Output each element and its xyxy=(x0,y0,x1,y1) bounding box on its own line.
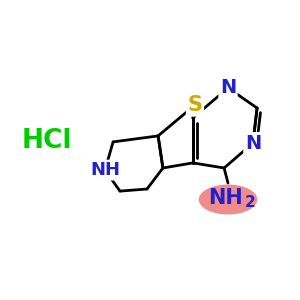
Ellipse shape xyxy=(199,184,257,214)
Text: NH: NH xyxy=(208,188,242,208)
Text: N: N xyxy=(245,134,261,153)
Text: N: N xyxy=(220,78,236,98)
Text: S: S xyxy=(188,95,202,115)
Text: NH: NH xyxy=(90,161,120,179)
Text: HCl: HCl xyxy=(21,128,72,154)
Text: 2: 2 xyxy=(245,195,256,210)
